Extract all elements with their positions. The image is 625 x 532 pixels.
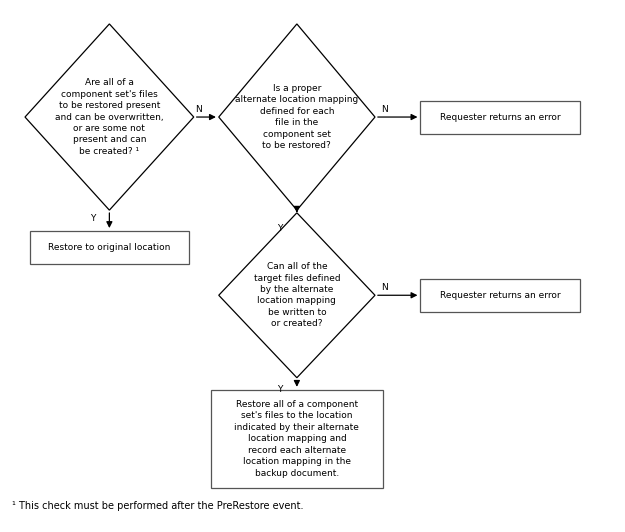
FancyBboxPatch shape [29,231,189,264]
Text: Requester returns an error: Requester returns an error [440,113,561,121]
Text: N: N [381,105,388,113]
Text: Y: Y [278,225,282,233]
FancyBboxPatch shape [421,279,580,312]
FancyBboxPatch shape [211,389,382,488]
Text: Restore all of a component
set's files to the location
indicated by their altern: Restore all of a component set's files t… [234,400,359,478]
FancyBboxPatch shape [421,101,580,134]
Text: ¹ This check must be performed after the PreRestore event.: ¹ This check must be performed after the… [12,501,304,511]
Text: Y: Y [90,214,95,222]
Text: Requester returns an error: Requester returns an error [440,291,561,300]
Text: Are all of a
component set's files
to be restored present
and can be overwritten: Are all of a component set's files to be… [55,78,164,156]
Text: Can all of the
target files defined
by the alternate
location mapping
be written: Can all of the target files defined by t… [254,262,340,328]
Text: Restore to original location: Restore to original location [48,243,171,252]
Text: Y: Y [278,385,282,394]
Text: N: N [196,105,202,113]
Text: N: N [381,283,388,292]
Text: Is a proper
alternate location mapping
defined for each
file in the
component se: Is a proper alternate location mapping d… [235,84,359,150]
